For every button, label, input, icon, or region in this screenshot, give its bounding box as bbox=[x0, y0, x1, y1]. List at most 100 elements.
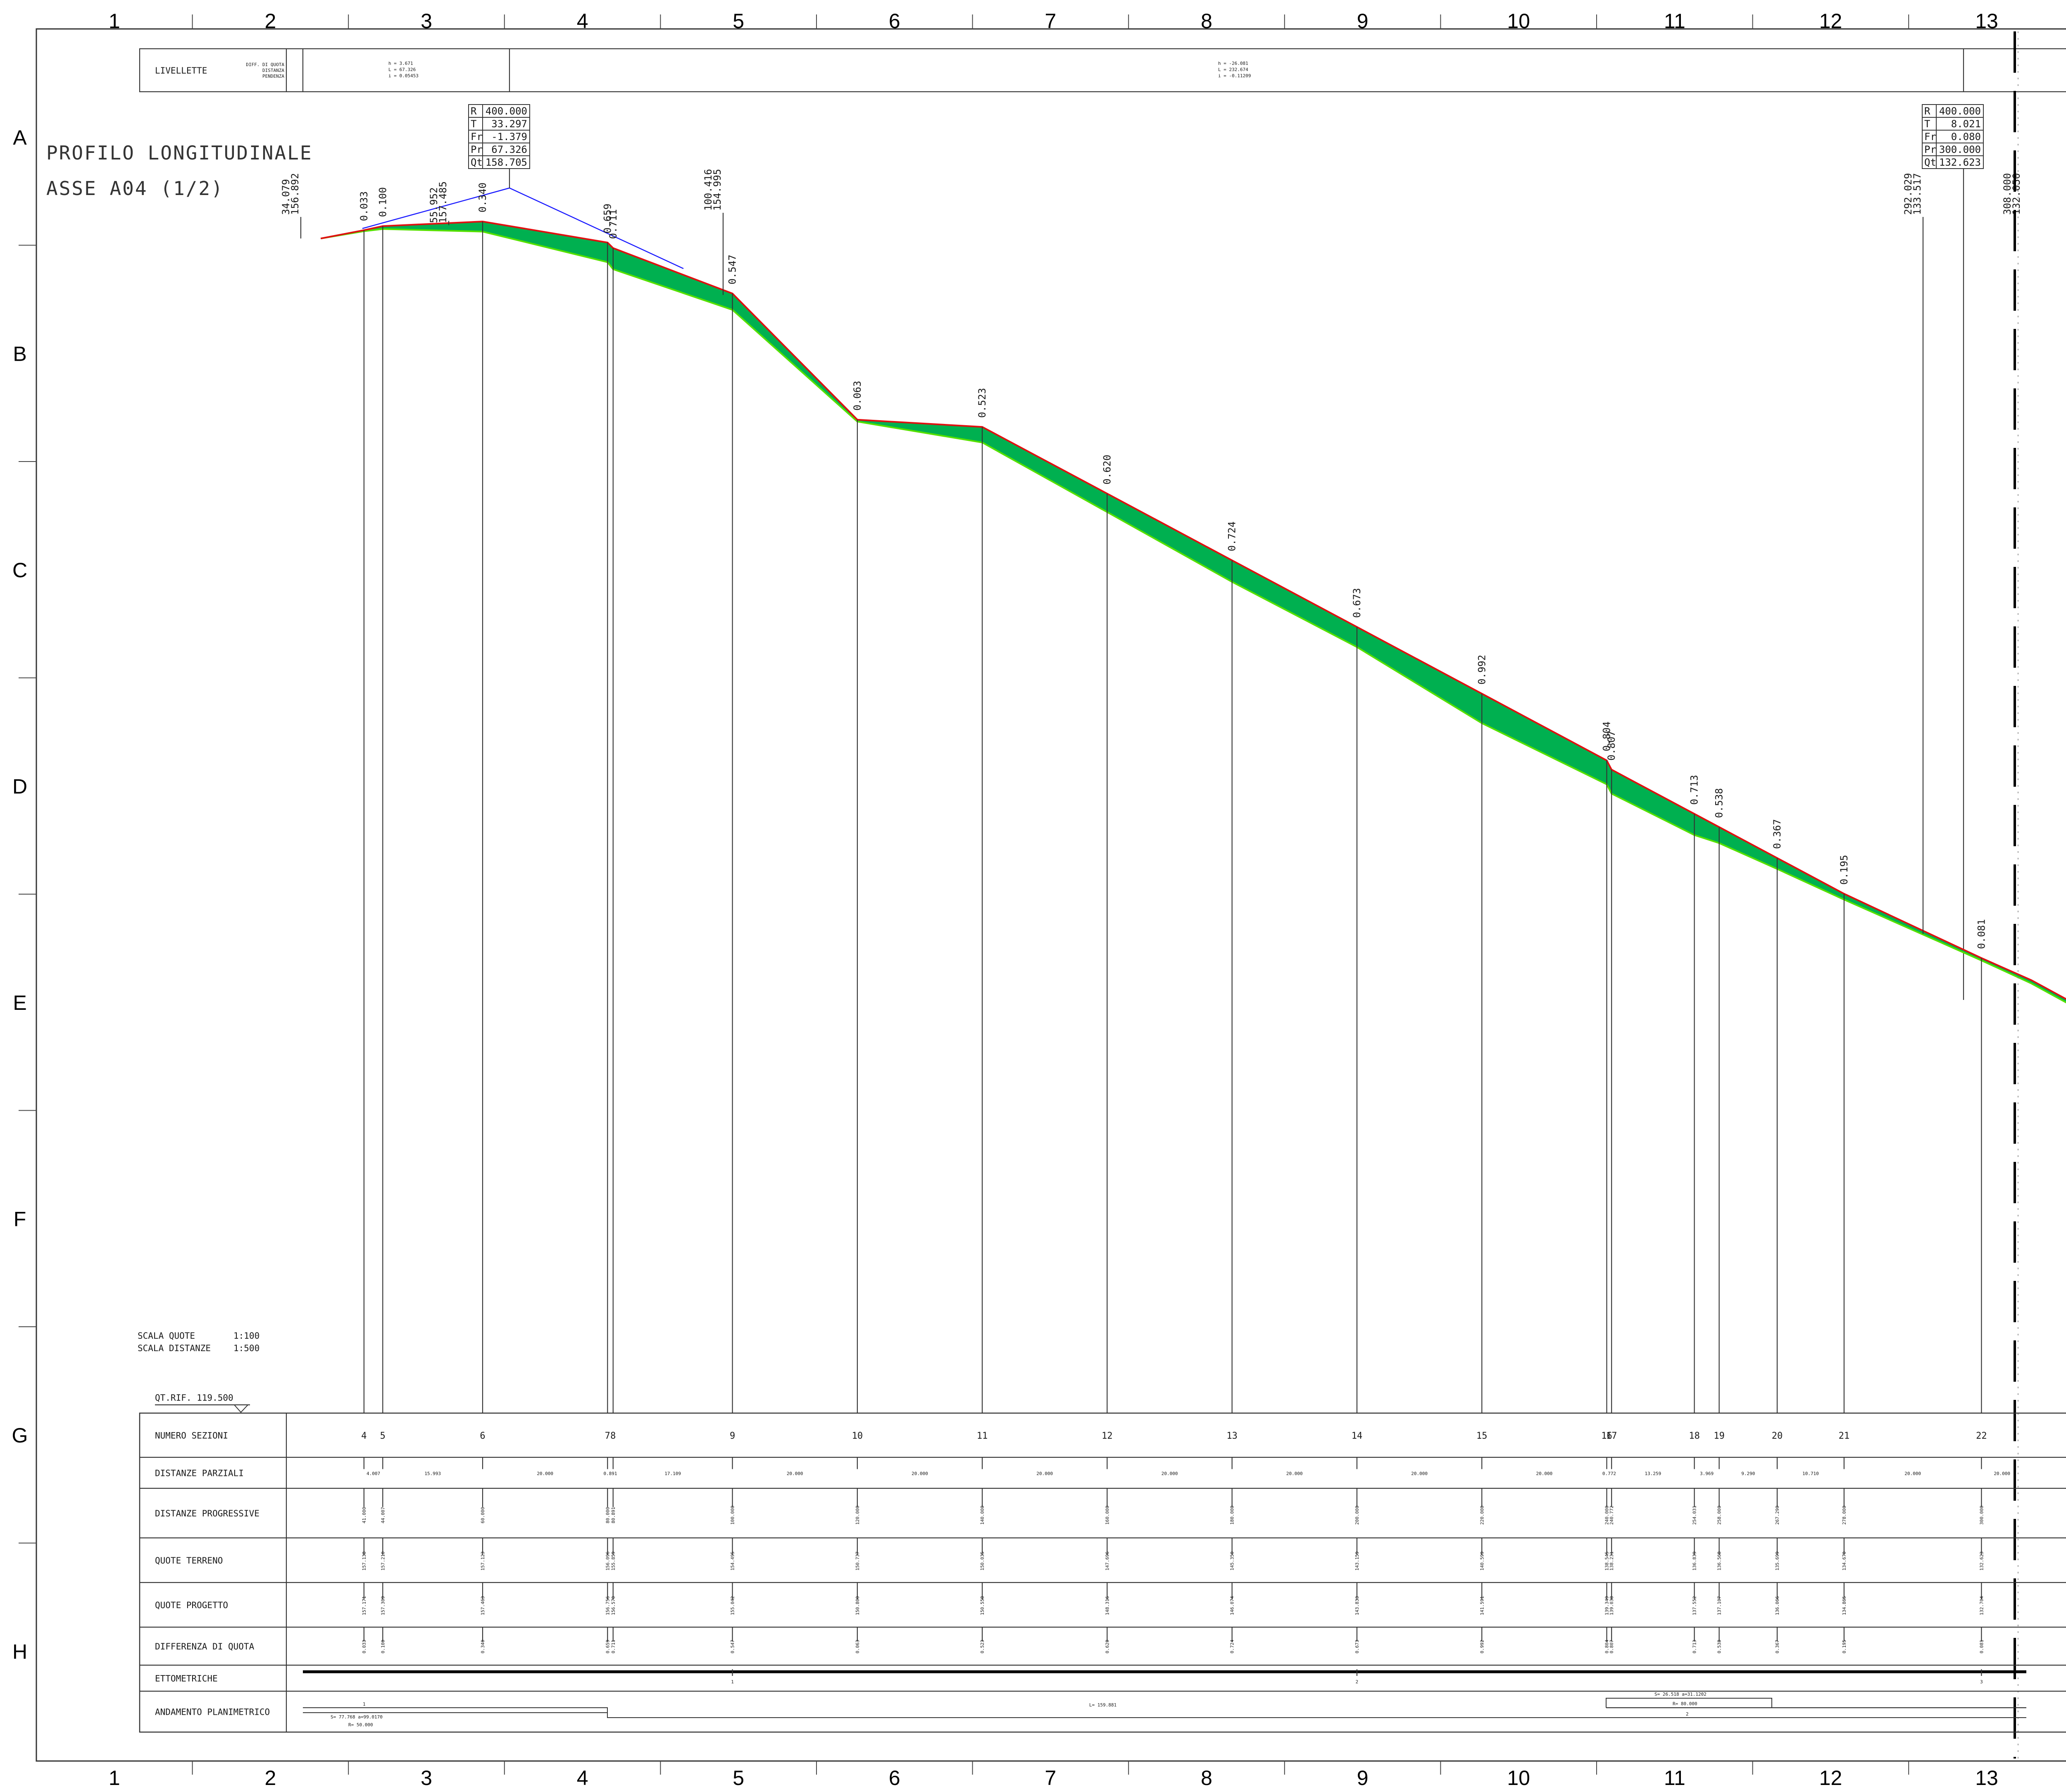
table-value: 150.035 bbox=[980, 1552, 985, 1571]
alignment-left-line2: R= 50.000 bbox=[348, 1722, 373, 1728]
station-verticals bbox=[363, 221, 1982, 1413]
section-number: 15 bbox=[1476, 1431, 1488, 1441]
scale-distanze-label: SCALA DISTANZE bbox=[138, 1343, 211, 1353]
table-value: 139.038 bbox=[1609, 1596, 1614, 1615]
grid-row-label: D bbox=[12, 775, 27, 798]
table-value: 0.804 bbox=[1604, 1640, 1610, 1653]
table-value: 180.000 bbox=[1230, 1506, 1235, 1525]
grid-col-label: 4 bbox=[577, 1766, 588, 1790]
livellette-seg2-h: h = -26.081 bbox=[1218, 61, 1248, 66]
table-rows: NUMERO SEZIONI DISTANZE PARZIALI DISTANZE … bbox=[140, 1431, 2066, 1717]
partial-distance: 0.772 bbox=[1602, 1471, 1616, 1476]
section-number: 6 bbox=[480, 1431, 485, 1441]
partial-distance: 20.000 bbox=[537, 1471, 553, 1476]
partial-distance: 20.000 bbox=[1536, 1471, 1553, 1476]
vertical-curve-box: R 400.000 T 33.297 Fr -1.379 Pr 67.326 Qt 158.705 bbox=[468, 104, 530, 169]
curve-param-value: 67.326 bbox=[491, 144, 527, 155]
table-row-label: ANDAMENTO PLANIMETRICO bbox=[155, 1707, 270, 1717]
diff-value-label: 0.804 bbox=[1601, 721, 1613, 751]
grid-col-label: 5 bbox=[733, 1766, 744, 1790]
table-value: 60.000 bbox=[480, 1507, 486, 1523]
point-label-distance: 34.079 bbox=[280, 179, 292, 215]
table-row-label: QUOTE TERRENO bbox=[155, 1556, 223, 1566]
point-label-elevation: 132.050 bbox=[2011, 173, 2022, 215]
section-number: 22 bbox=[1976, 1431, 1987, 1441]
diff-value-label: 0.100 bbox=[377, 187, 388, 217]
grid-col-label: 12 bbox=[1819, 1766, 1842, 1790]
section-number: 8 bbox=[610, 1431, 616, 1441]
hectometer-label: 3 bbox=[1980, 1679, 1983, 1685]
grid-col-label: 9 bbox=[1357, 10, 1369, 33]
grid-row-label: E bbox=[13, 991, 26, 1014]
grid-col-label: 13 bbox=[1975, 10, 1998, 33]
table-value: 150.558 bbox=[980, 1596, 985, 1615]
livellette-seg1-i: i = 0.05453 bbox=[388, 73, 419, 79]
table-value: 136.839 bbox=[1692, 1552, 1697, 1571]
table-value: 138.545 bbox=[1604, 1552, 1610, 1571]
curve-param-value: 400.000 bbox=[486, 105, 527, 117]
grid-labels: 1122334455667788991010111112121313AABBCC… bbox=[12, 10, 1998, 1790]
table-value: 157.210 bbox=[380, 1552, 386, 1571]
point-label-elevation: 156.892 bbox=[289, 173, 301, 215]
table-value: 80.891 bbox=[611, 1507, 616, 1523]
hectometer-label: 1 bbox=[731, 1679, 734, 1685]
diff-value-label: 0.659 bbox=[602, 204, 613, 233]
table-value: 154.495 bbox=[730, 1552, 735, 1571]
table-row-label: DIFFERENZA DI QUOTA bbox=[155, 1642, 255, 1652]
diff-value-label: 0.063 bbox=[852, 381, 863, 411]
grid-row-label: H bbox=[12, 1640, 27, 1663]
section-number: 11 bbox=[977, 1431, 988, 1441]
section-number: 12 bbox=[1102, 1431, 1113, 1441]
diff-value-label: 0.711 bbox=[607, 209, 619, 239]
table-value: 156.570 bbox=[611, 1596, 616, 1615]
partial-distance: 20.000 bbox=[787, 1471, 803, 1476]
table-value: 0.538 bbox=[1717, 1640, 1722, 1653]
table-value: 132.704 bbox=[1979, 1596, 1984, 1615]
alignment-left-line1: S= 77.768 a=99.0170 bbox=[331, 1714, 383, 1720]
section-number: 16 bbox=[1601, 1431, 1612, 1441]
partial-distance: 20.000 bbox=[912, 1471, 928, 1476]
grid-row-label: G bbox=[12, 1424, 28, 1447]
section-number: 20 bbox=[1772, 1431, 1783, 1441]
section-number: 13 bbox=[1226, 1431, 1238, 1441]
livellette-legend-diff: DIFF. DI QUOTA bbox=[246, 62, 284, 67]
table-value: 80.000 bbox=[605, 1507, 610, 1523]
table-value: 150.737 bbox=[855, 1552, 860, 1571]
diff-value-label: 0.807 bbox=[1606, 731, 1617, 760]
alignment-left-num: 1 bbox=[363, 1702, 366, 1707]
table-value: 137.552 bbox=[1692, 1596, 1697, 1615]
partial-distance: 20.000 bbox=[1904, 1471, 1921, 1476]
point-label-distance: 100.416 bbox=[702, 169, 714, 211]
grid-col-label: 10 bbox=[1507, 1766, 1530, 1790]
table-row-label: DISTANZE PARZIALI bbox=[155, 1468, 244, 1478]
table-value: 0.620 bbox=[1104, 1640, 1110, 1653]
table-row-label: ETTOMETRICHE bbox=[155, 1674, 218, 1684]
table-value: 143.159 bbox=[1354, 1552, 1360, 1571]
partial-distance: 0.891 bbox=[603, 1471, 617, 1476]
grid-col-label: 3 bbox=[421, 1766, 432, 1790]
grid-col-label: 2 bbox=[264, 10, 276, 33]
table-value: 141.591 bbox=[1479, 1596, 1485, 1615]
grid-col-label: 4 bbox=[577, 10, 588, 33]
drawing-title: PROFILO LONGITUDINALE bbox=[46, 142, 313, 164]
project-line bbox=[320, 221, 2066, 1000]
livellette-strip: LIVELLETTE DIFF. DI QUOTA DISTANZA PENDE… bbox=[139, 48, 2066, 93]
reference-label: QT.RIF. 119.500 bbox=[155, 1393, 233, 1403]
diff-value-label: 0.033 bbox=[358, 191, 370, 221]
grid-col-label: 8 bbox=[1201, 1766, 1212, 1790]
grid-col-label: 9 bbox=[1357, 1766, 1369, 1790]
diff-value-label: 0.713 bbox=[1689, 775, 1700, 804]
grid-col-label: 7 bbox=[1045, 10, 1056, 33]
section-number: 7 bbox=[605, 1431, 610, 1441]
table-value: 220.000 bbox=[1479, 1506, 1485, 1525]
partial-distance: 3.969 bbox=[1700, 1471, 1714, 1476]
diff-value-label: 0.547 bbox=[727, 255, 738, 284]
diff-value-label: 0.195 bbox=[1838, 855, 1850, 885]
section-number: 19 bbox=[1714, 1431, 1725, 1441]
partial-distance: 17.109 bbox=[664, 1471, 681, 1476]
section-number: 4 bbox=[361, 1431, 367, 1441]
curve-param-value: 132.623 bbox=[1939, 157, 1981, 168]
curve-param-key: Qt bbox=[471, 157, 483, 168]
table-value: 134.865 bbox=[1842, 1596, 1847, 1615]
